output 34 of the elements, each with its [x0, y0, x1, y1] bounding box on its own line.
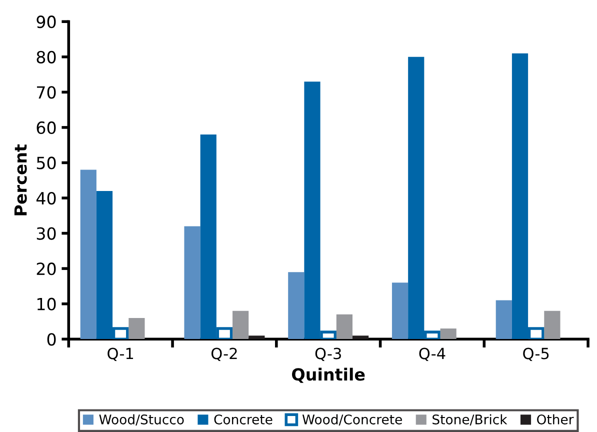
- y-axis-title: Percent: [14, 144, 27, 216]
- y-tick-label: 40: [36, 192, 56, 205]
- y-tick-label: 80: [36, 50, 56, 64]
- bar: [544, 310, 560, 340]
- y-tick-label: 60: [36, 121, 56, 134]
- bar: [352, 336, 369, 340]
- x-axis-title: Quintile: [292, 368, 365, 383]
- x-tick-label: Q-4: [419, 348, 446, 362]
- x-tick-label: Q-1: [108, 348, 134, 362]
- legend-label: Concrete: [214, 414, 272, 424]
- bar: [184, 226, 200, 340]
- y-tick-label: 10: [37, 298, 56, 310]
- bar: [336, 314, 352, 340]
- y-tick-label: 70: [37, 86, 56, 99]
- bar: [128, 318, 145, 340]
- y-tick-label: 50: [36, 156, 56, 170]
- y-tick-label: 0: [47, 333, 56, 346]
- legend-label: Wood/Concrete: [302, 414, 402, 426]
- y-tick-label: 90: [36, 16, 56, 28]
- bar: [80, 170, 96, 340]
- x-tick-label: Q-5: [523, 348, 549, 362]
- legend-label: Wood/Stucco: [99, 414, 184, 426]
- x-tick-label: Q-3: [315, 348, 341, 362]
- legend-label: Stone/Brick: [432, 414, 508, 426]
- bar: [288, 272, 304, 340]
- bar: [232, 310, 249, 340]
- bar: [440, 328, 456, 340]
- bar: [392, 282, 408, 340]
- bar: [496, 300, 512, 340]
- bar: [248, 336, 265, 340]
- y-tick-label: 20: [36, 262, 56, 276]
- legend-label: Other: [537, 414, 574, 424]
- y-tick-label: 30: [36, 227, 56, 240]
- x-tick-label: Q-2: [211, 348, 237, 362]
